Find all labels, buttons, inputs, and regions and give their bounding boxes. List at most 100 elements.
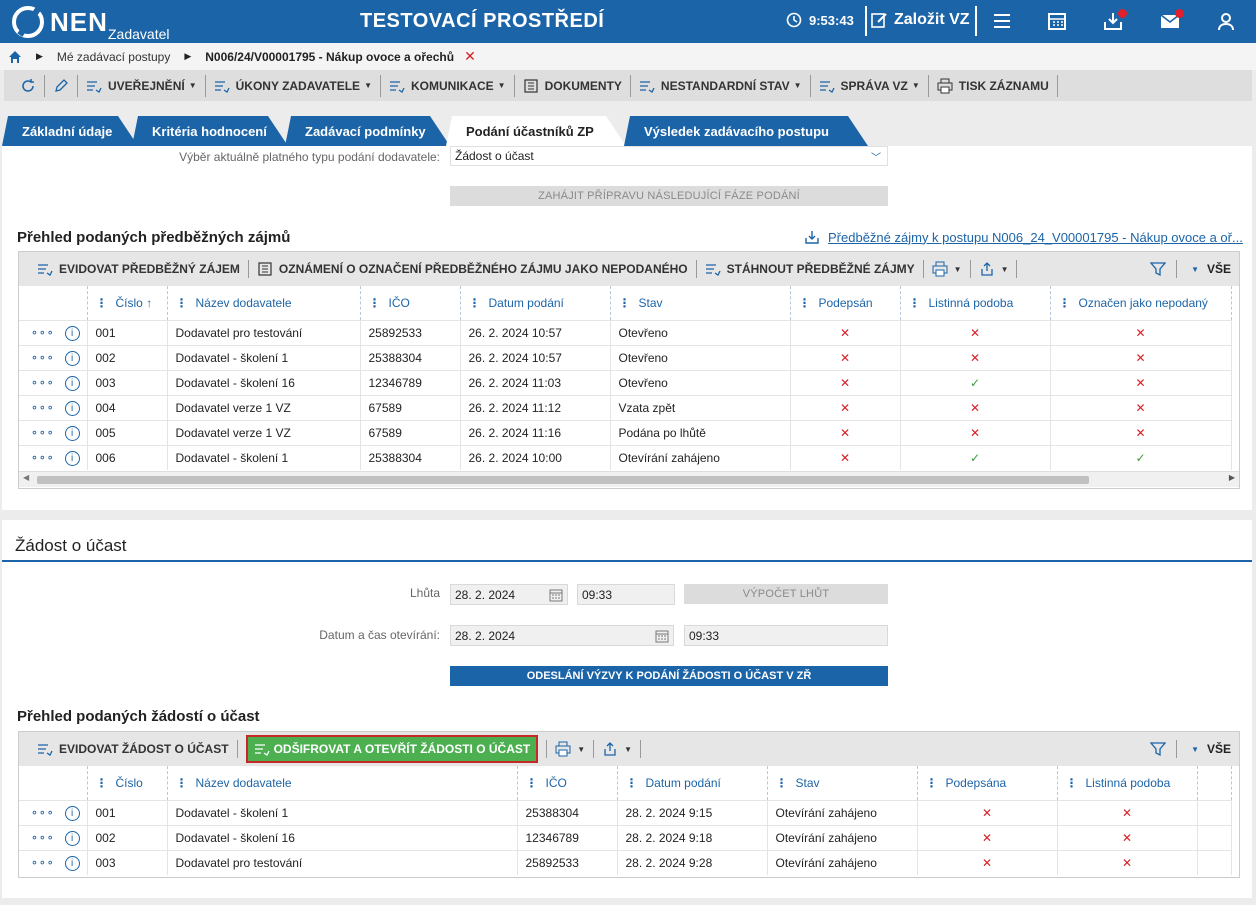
prepare-phase-button[interactable]: ZAHÁJIT PŘÍPRAVU NÁSLEDUJÍCÍ FÁZE PODÁNÍ — [450, 186, 888, 206]
all-label[interactable]: VŠE — [1206, 742, 1231, 756]
info-icon[interactable]: i — [64, 425, 80, 441]
more-actions-icon[interactable]: ∘∘∘ — [31, 426, 55, 439]
refresh-button[interactable] — [12, 74, 45, 97]
download-prelim-button[interactable]: STÁHNOUT PŘEDBĚŽNÉ ZÁJMY — [697, 260, 924, 278]
more-actions-icon[interactable]: ∘∘∘ — [31, 351, 55, 364]
column-header[interactable]: ⋮ Stav — [767, 766, 918, 800]
column-header[interactable]: ⋮ Název dodavatele — [167, 766, 518, 800]
management-menu[interactable]: SPRÁVA VZ ▼ — [811, 74, 929, 97]
close-icon[interactable]: ✕ — [464, 48, 476, 64]
create-vz-button[interactable]: Založit VZ — [870, 11, 970, 29]
print-button[interactable]: TISK ZÁZNAMU — [929, 74, 1058, 97]
column-header[interactable]: ⋮ Datum podání — [617, 766, 768, 800]
print-grid-button[interactable]: ▼ — [546, 740, 595, 758]
menu-icon[interactable] — [991, 10, 1013, 32]
cell-ico: 25892533 — [525, 855, 579, 870]
more-actions-icon[interactable]: ∘∘∘ — [31, 831, 55, 844]
all-label[interactable]: VŠE — [1206, 262, 1231, 276]
column-header[interactable]: ⋮ IČO — [517, 766, 618, 800]
register-request-button[interactable]: EVIDOVAT ŽÁDOST O ÚČAST — [29, 740, 238, 758]
mail-icon[interactable] — [1159, 10, 1181, 32]
breadcrumb-item-my-procedures[interactable]: Mé zadávací postupy — [56, 49, 171, 64]
export-grid-button[interactable]: ▼ — [594, 740, 642, 758]
tab-criteria[interactable]: Kritéria hodnocení — [132, 116, 288, 146]
more-actions-icon[interactable]: ∘∘∘ — [31, 856, 55, 869]
deadline-date-field[interactable]: 28. 2. 2024 — [450, 584, 568, 605]
calc-deadlines-button[interactable]: VÝPOČET LHŮT — [684, 584, 888, 604]
column-header[interactable]: ⋮ Podepsána — [917, 766, 1058, 800]
print-grid-button[interactable]: ▼ — [924, 260, 971, 278]
send-invitation-button[interactable]: ODESLÁNÍ VÝZVY K PODÁNÍ ŽÁDOSTI O ÚČAST … — [450, 666, 888, 686]
column-header[interactable]: ⋮ Název dodavatele — [167, 286, 361, 320]
inbox-icon[interactable] — [1102, 10, 1124, 32]
more-actions-icon[interactable]: ∘∘∘ — [31, 376, 55, 389]
more-actions-icon[interactable]: ∘∘∘ — [31, 401, 55, 414]
info-icon[interactable]: i — [64, 325, 80, 341]
table-row[interactable]: ∘∘∘ i 005 Dodavatel verze 1 VZ 67589 26. 2. 2… — [19, 419, 1232, 445]
publish-menu[interactable]: UVEŘEJNĚNÍ ▼ — [78, 74, 206, 97]
table-row[interactable]: ∘∘∘ i 002 Dodavatel - školení 1 25388304 26. … — [19, 344, 1232, 370]
communication-menu[interactable]: KOMUNIKACE ▼ — [381, 74, 515, 97]
column-header[interactable]: ⋮ IČO — [360, 286, 461, 320]
info-icon[interactable]: i — [64, 855, 80, 871]
tab-conditions[interactable]: Zadávací podmínky — [285, 116, 450, 146]
filter-icon[interactable] — [1150, 261, 1167, 277]
column-header[interactable]: ⋮ Podepsán — [790, 286, 901, 320]
calendar-icon[interactable] — [655, 629, 669, 643]
calendar-icon[interactable] — [1046, 10, 1068, 32]
info-icon[interactable]: i — [64, 830, 80, 846]
edit-button[interactable] — [45, 74, 78, 97]
more-actions-icon[interactable]: ∘∘∘ — [31, 806, 55, 819]
nen-logo[interactable]: NEN — [12, 6, 108, 38]
deadline-time-field[interactable]: 09:33 — [577, 584, 675, 605]
opening-date-field[interactable]: 28. 2. 2024 — [450, 625, 674, 646]
register-prelim-button[interactable]: EVIDOVAT PŘEDBĚŽNÝ ZÁJEM — [29, 260, 249, 278]
horizontal-scrollbar[interactable]: ◀ ▶ — [19, 471, 1239, 487]
documents-button[interactable]: DOKUMENTY — [515, 74, 631, 97]
table-row[interactable]: ∘∘∘ i 003 Dodavatel - školení 16 12346789 26.… — [19, 369, 1232, 395]
table-row[interactable]: ∘∘∘ i 003 Dodavatel pro testování 25892533 28… — [19, 849, 1232, 875]
tab-submissions[interactable]: Podání účastníků ZP — [446, 116, 626, 146]
user-icon[interactable] — [1215, 10, 1237, 32]
type-select[interactable]: Žádost o účast ﹀ — [450, 146, 888, 166]
scroll-left-icon[interactable]: ◀ — [23, 473, 30, 482]
column-header[interactable]: ⋮ Stav — [610, 286, 791, 320]
info-icon[interactable]: i — [64, 450, 80, 466]
caret-down-icon[interactable]: ▼ — [1191, 264, 1199, 274]
prelim-download-link[interactable]: Předběžné zájmy k postupu N006_24_V00001… — [804, 229, 1243, 245]
nonstandard-menu[interactable]: NESTANDARDNÍ STAV ▼ — [631, 74, 811, 97]
caret-down-icon[interactable]: ▼ — [1191, 744, 1199, 754]
tab-result[interactable]: Výsledek zadávacího postupu — [624, 116, 868, 146]
table-cell: 12346789 — [360, 369, 461, 395]
info-icon[interactable]: i — [64, 375, 80, 391]
notice-button[interactable]: OZNÁMENÍ O OZNAČENÍ PŘEDBĚŽNÉHO ZÁJMU JA… — [249, 260, 697, 278]
column-header[interactable]: ⋮ Označen jako nepodaný — [1050, 286, 1232, 320]
scroll-right-icon[interactable]: ▶ — [1228, 473, 1235, 482]
scrollbar-thumb[interactable] — [37, 476, 1089, 484]
column-header[interactable]: ⋮ Listinná podoba — [1057, 766, 1198, 800]
more-actions-icon[interactable]: ∘∘∘ — [31, 326, 55, 339]
filter-icon[interactable] — [1150, 741, 1167, 757]
calendar-icon[interactable] — [549, 588, 563, 602]
table-cell: Dodavatel - školení 1 — [167, 344, 361, 370]
info-icon[interactable]: i — [64, 805, 80, 821]
home-icon[interactable] — [8, 50, 22, 64]
actions-menu[interactable]: ÚKONY ZADAVATELE ▼ — [206, 74, 381, 97]
more-actions-icon[interactable]: ∘∘∘ — [31, 451, 55, 464]
table-row[interactable]: ∘∘∘ i 002 Dodavatel - školení 16 12346789 28.… — [19, 824, 1232, 850]
table-row[interactable]: ∘∘∘ i 001 Dodavatel - školení 1 25388304 28. … — [19, 799, 1232, 825]
column-header[interactable]: ⋮ Datum podání — [460, 286, 611, 320]
table-row[interactable]: ∘∘∘ i 001 Dodavatel pro testování 25892533 26… — [19, 319, 1232, 345]
info-icon[interactable]: i — [64, 400, 80, 416]
info-icon[interactable]: i — [64, 350, 80, 366]
table-row[interactable]: ∘∘∘ i 004 Dodavatel verze 1 VZ 67589 26. 2. 2… — [19, 394, 1232, 420]
column-header[interactable]: ⋮ Listinná podoba — [900, 286, 1051, 320]
opening-time-field[interactable]: 09:33 — [684, 625, 888, 646]
decrypt-open-button[interactable]: ODŠIFROVAT A OTEVŘÍT ŽÁDOSTI O ÚČAST — [245, 735, 539, 763]
export-grid-button[interactable]: ▼ — [971, 260, 1018, 278]
column-header[interactable]: ⋮ Číslo ↑ — [87, 286, 168, 320]
pencil-icon — [55, 78, 68, 92]
table-row[interactable]: ∘∘∘ i 006 Dodavatel - školení 1 25388304 26. … — [19, 444, 1232, 470]
column-header[interactable]: ⋮ Číslo — [87, 766, 168, 800]
tab-basic[interactable]: Základní údaje — [2, 116, 138, 146]
